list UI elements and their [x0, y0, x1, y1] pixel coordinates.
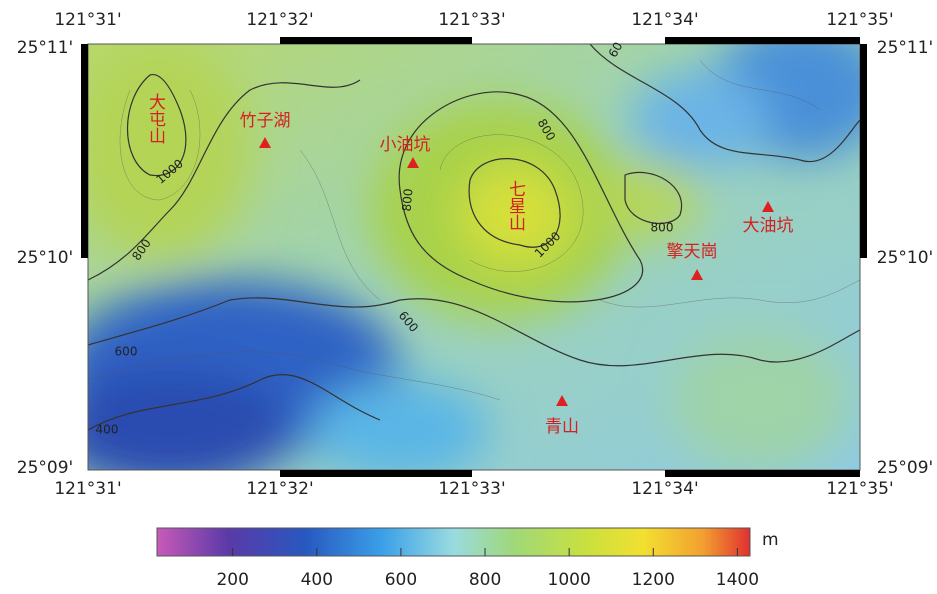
site-label: 竹子湖	[240, 111, 291, 131]
site-label: 擎天崗	[667, 242, 718, 262]
colorbar-tick-label: 200	[216, 570, 248, 590]
colorbar-tick-label: 1200	[632, 570, 675, 590]
colorbar	[157, 528, 750, 556]
lon-label: 121°33'	[438, 10, 505, 30]
colorbar-tick-label: 1000	[548, 570, 591, 590]
site-label: 大油坑	[743, 216, 794, 236]
contour-label: 400	[96, 423, 119, 437]
colorbar-tick-label: 800	[469, 570, 501, 590]
peak-label: 大屯山	[145, 93, 166, 144]
colorbar-tick-label: 1400	[716, 570, 759, 590]
lon-label: 121°32'	[246, 479, 313, 499]
lon-label: 121°35'	[826, 479, 893, 499]
lat-label: 25°10'	[17, 248, 73, 268]
lat-label: 25°11'	[17, 38, 73, 58]
lon-label: 121°33'	[438, 479, 505, 499]
colorbar-unit: m	[762, 530, 779, 550]
lon-label: 121°35'	[826, 10, 893, 30]
lat-label: 25°11'	[877, 38, 933, 58]
lat-label: 25°09'	[877, 458, 933, 478]
peak-label: 七星山	[505, 180, 526, 231]
lat-label: 25°10'	[877, 248, 933, 268]
colorbar-tick-label: 400	[301, 570, 333, 590]
lon-label: 121°31'	[54, 479, 121, 499]
contour-label: 600	[115, 345, 138, 359]
site-label: 小油坑	[380, 135, 431, 155]
lon-label: 121°32'	[246, 10, 313, 30]
colorbar-tick-label: 600	[385, 570, 417, 590]
lon-label: 121°34'	[631, 479, 698, 499]
lon-label: 121°34'	[631, 10, 698, 30]
terrain	[50, 20, 890, 490]
contour-label: 800	[400, 188, 416, 212]
lat-label: 25°09'	[17, 458, 73, 478]
lon-label: 121°31'	[54, 10, 121, 30]
contour-label: 800	[651, 221, 674, 235]
site-label: 青山	[545, 417, 579, 437]
map-figure: 121°31' 121°31' 121°32' 121°32' 121°33' 121°3…	[0, 0, 937, 590]
